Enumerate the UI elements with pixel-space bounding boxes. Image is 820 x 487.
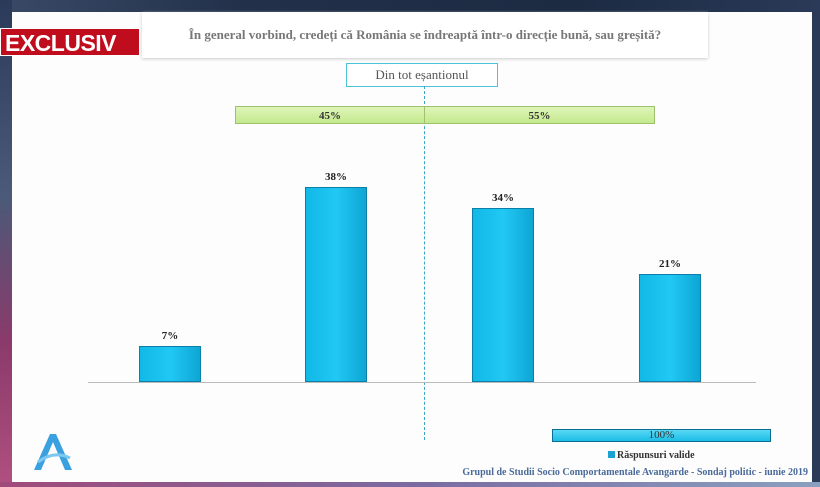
legend-swatch [608,451,615,458]
footer-source: Grupul de Studii Socio Comportamentale A… [462,467,808,478]
bar [472,207,534,382]
chart-title: În general vorbind, credeți că România s… [142,12,708,58]
slide [12,12,812,482]
avangarde-logo-icon [34,434,72,470]
chart-subtitle: Din tot eșantionul [346,63,498,87]
background-stripe [0,0,12,487]
divider-line [424,86,425,440]
legend-label: Răspunsuri valide [617,450,695,461]
bar [139,346,201,382]
background-stripe-bottom [0,482,820,487]
bar [305,187,367,382]
exclusive-badge: EXCLUSIV [0,28,140,56]
data-label: 34% [492,191,514,204]
legend: Răspunsuri valide [608,450,695,461]
total-bar: 100% [552,429,771,442]
bar [639,274,701,382]
data-label: 21% [659,258,681,271]
x-axis [88,382,756,383]
data-label: 38% [325,171,347,183]
group-bar-right: 55% [424,106,655,124]
group-bar-left: 45% [235,106,425,124]
data-label: 7% [161,330,179,343]
